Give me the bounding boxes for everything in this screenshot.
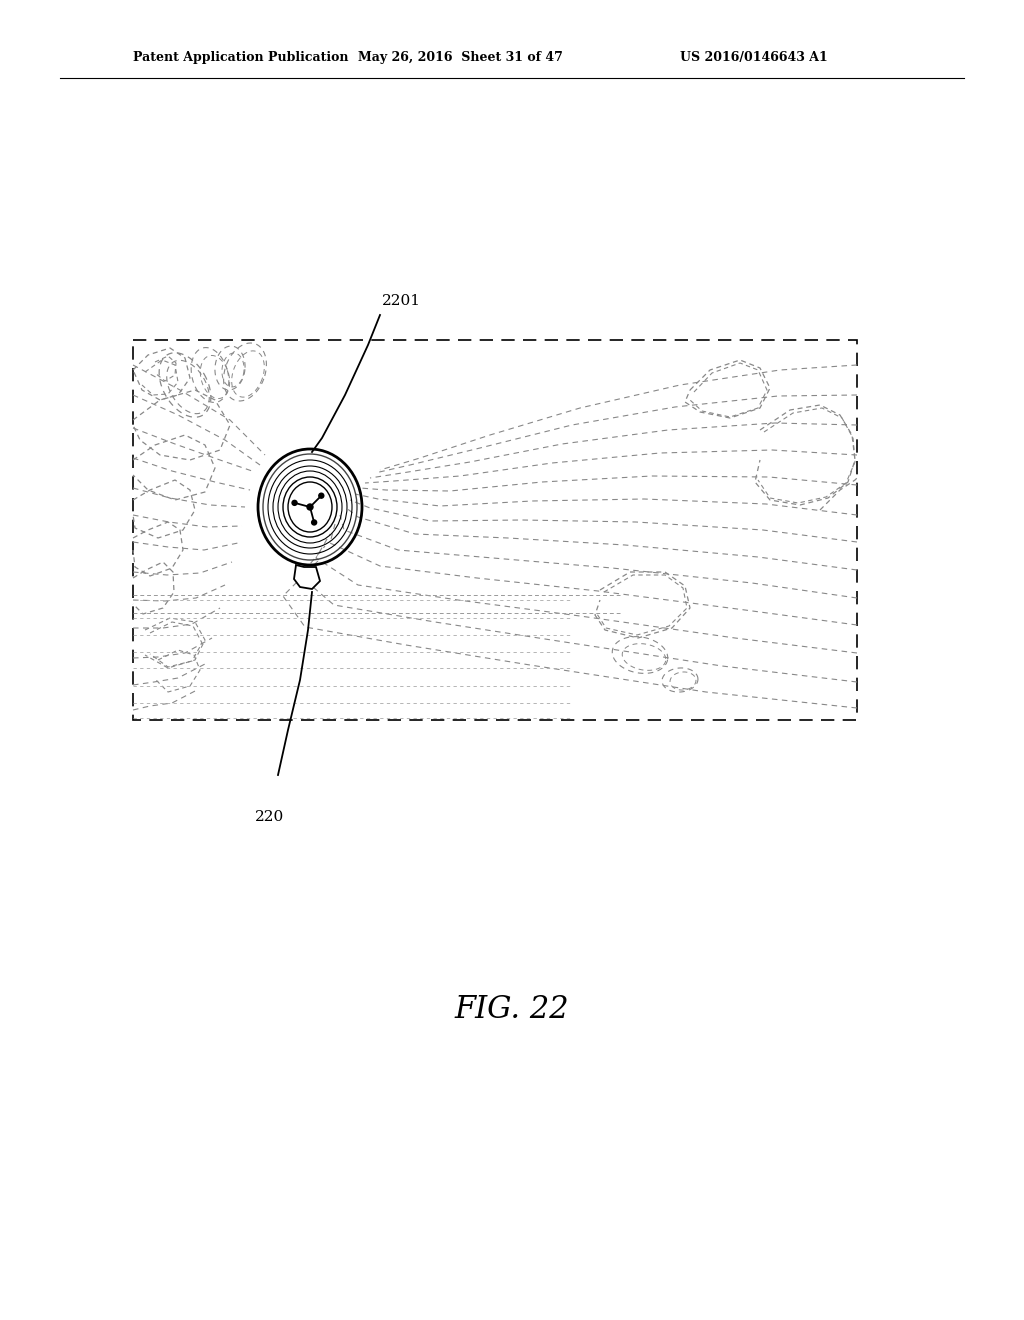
Circle shape xyxy=(318,494,324,498)
Circle shape xyxy=(311,520,316,525)
Text: US 2016/0146643 A1: US 2016/0146643 A1 xyxy=(680,51,827,65)
Text: FIG. 22: FIG. 22 xyxy=(455,994,569,1026)
Text: Patent Application Publication: Patent Application Publication xyxy=(133,51,348,65)
Text: 220: 220 xyxy=(255,810,285,824)
Circle shape xyxy=(292,500,297,506)
Bar xyxy=(133,341,857,719)
Polygon shape xyxy=(294,565,319,589)
Text: 2201: 2201 xyxy=(382,294,421,308)
Text: May 26, 2016  Sheet 31 of 47: May 26, 2016 Sheet 31 of 47 xyxy=(357,51,562,65)
Circle shape xyxy=(307,504,313,510)
Ellipse shape xyxy=(288,482,332,532)
